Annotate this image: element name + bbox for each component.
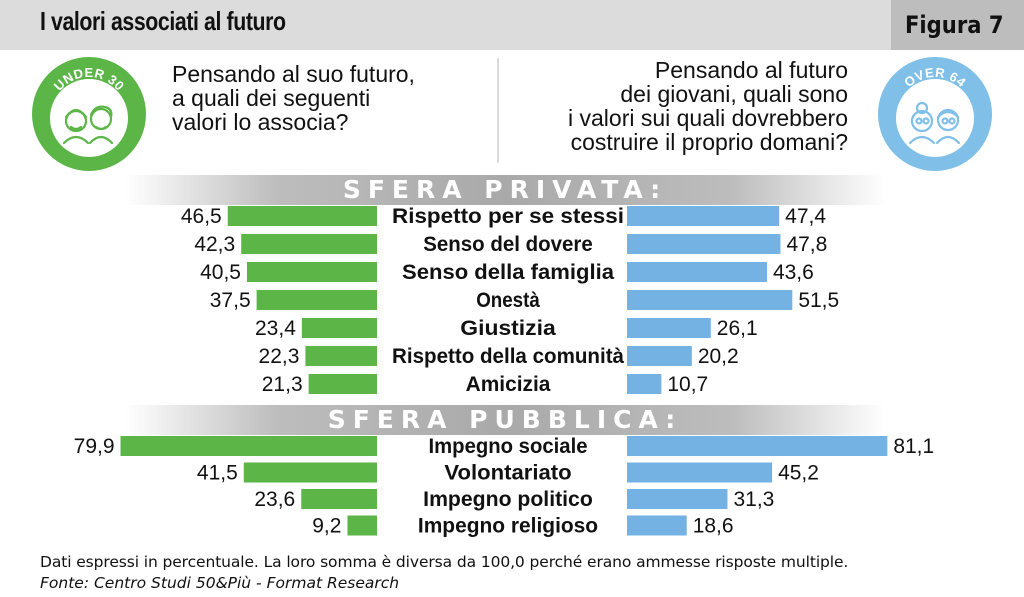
figure-label-box xyxy=(891,0,1024,50)
value-label-right: 26,1 xyxy=(717,317,758,340)
figure-label: Figura 7 xyxy=(905,11,1004,39)
question-left-line: valori lo associa? xyxy=(172,109,349,135)
value-label-left: 37,5 xyxy=(210,289,251,312)
header-bar xyxy=(0,0,1024,50)
question-divider xyxy=(497,58,499,163)
value-label-right: 20,2 xyxy=(698,345,739,368)
category-label: Rispetto della comunità xyxy=(392,345,624,368)
bar-right xyxy=(627,374,662,394)
bar-left xyxy=(227,206,377,226)
question-right-line: i valori sui quali dovrebbero xyxy=(568,105,848,131)
category-label: Onestà xyxy=(476,289,540,312)
value-label-left: 79,9 xyxy=(74,435,115,458)
category-label: Volontariato xyxy=(444,462,571,485)
bar-left xyxy=(120,436,377,456)
section-header-public: SFERA PUBBLICA: xyxy=(125,405,885,435)
category-label: Senso della famiglia xyxy=(402,261,614,284)
question-left-line: a quali dei seguenti xyxy=(172,85,371,111)
value-label-left: 42,3 xyxy=(194,233,235,256)
bar-right xyxy=(627,206,780,226)
bar-right xyxy=(627,262,767,282)
question-right-line: Pensando al futuro xyxy=(654,57,848,83)
over64-badge: OVER 64 xyxy=(878,57,992,171)
value-label-right: 31,3 xyxy=(733,488,774,511)
bar-left xyxy=(246,262,377,282)
bar-left xyxy=(301,489,377,509)
source-note: Fonte: Centro Studi 50&Più - Format Rese… xyxy=(40,574,400,592)
value-label-right: 18,6 xyxy=(693,515,734,538)
under30-badge: UNDER 30 xyxy=(32,57,146,171)
bar-right xyxy=(627,436,888,456)
bar-left xyxy=(301,318,377,338)
question-right-line: costruire il proprio domani? xyxy=(570,129,848,155)
question-right-line: dei giovani, quali sono xyxy=(620,81,848,107)
bar-right xyxy=(627,462,773,483)
value-label-left: 22,3 xyxy=(259,345,300,368)
bar-left xyxy=(241,234,377,254)
bar-left xyxy=(308,374,377,394)
value-label-left: 41,5 xyxy=(197,462,238,485)
bar-right xyxy=(627,318,711,338)
section-title-private: SFERA PRIVATA: xyxy=(342,175,668,204)
value-label-right: 45,2 xyxy=(778,462,819,485)
value-label-right: 47,4 xyxy=(785,205,826,228)
value-label-left: 21,3 xyxy=(262,373,303,396)
value-label-left: 40,5 xyxy=(200,261,241,284)
question-left-line: Pensando al suo futuro, xyxy=(172,61,415,87)
category-label: Impegno religioso xyxy=(418,515,598,538)
bar-right xyxy=(627,515,687,536)
section-header-private: SFERA PRIVATA: xyxy=(125,175,885,205)
value-label-right: 43,6 xyxy=(773,261,814,284)
bar-right xyxy=(627,234,781,254)
category-label: Impegno politico xyxy=(423,488,593,511)
category-label: Impegno sociale xyxy=(429,435,588,458)
bar-right xyxy=(627,489,728,509)
category-label: Amicizia xyxy=(466,373,551,396)
elderly-people-icon xyxy=(908,101,961,145)
page-title: I valori associati al futuro xyxy=(40,6,286,36)
value-label-right: 47,8 xyxy=(786,233,827,256)
category-label: Giustizia xyxy=(460,317,556,340)
category-label: Senso del dovere xyxy=(423,233,593,256)
value-label-right: 10,7 xyxy=(667,373,708,396)
bar-left xyxy=(243,462,377,483)
value-label-left: 23,4 xyxy=(255,317,296,340)
bar-right xyxy=(627,290,793,310)
bar-left xyxy=(256,290,377,310)
footnote: Dati espressi in percentuale. La loro so… xyxy=(40,553,849,571)
bar-right xyxy=(627,346,692,366)
value-label-left: 46,5 xyxy=(181,205,222,228)
value-label-left: 9,2 xyxy=(312,515,341,538)
young-people-icon xyxy=(62,105,114,145)
question-right: Pensando al futuro dei giovani, quali so… xyxy=(568,58,848,154)
category-label: Rispetto per se stessi xyxy=(392,205,624,228)
value-label-right: 51,5 xyxy=(798,289,839,312)
bar-left xyxy=(305,346,377,366)
bar-left xyxy=(347,515,377,536)
section-title-public: SFERA PUBBLICA: xyxy=(327,405,683,434)
value-label-right: 81,1 xyxy=(893,435,934,458)
value-label-left: 23,6 xyxy=(254,488,295,511)
question-left: Pensando al suo futuro, a quali dei segu… xyxy=(172,62,415,134)
